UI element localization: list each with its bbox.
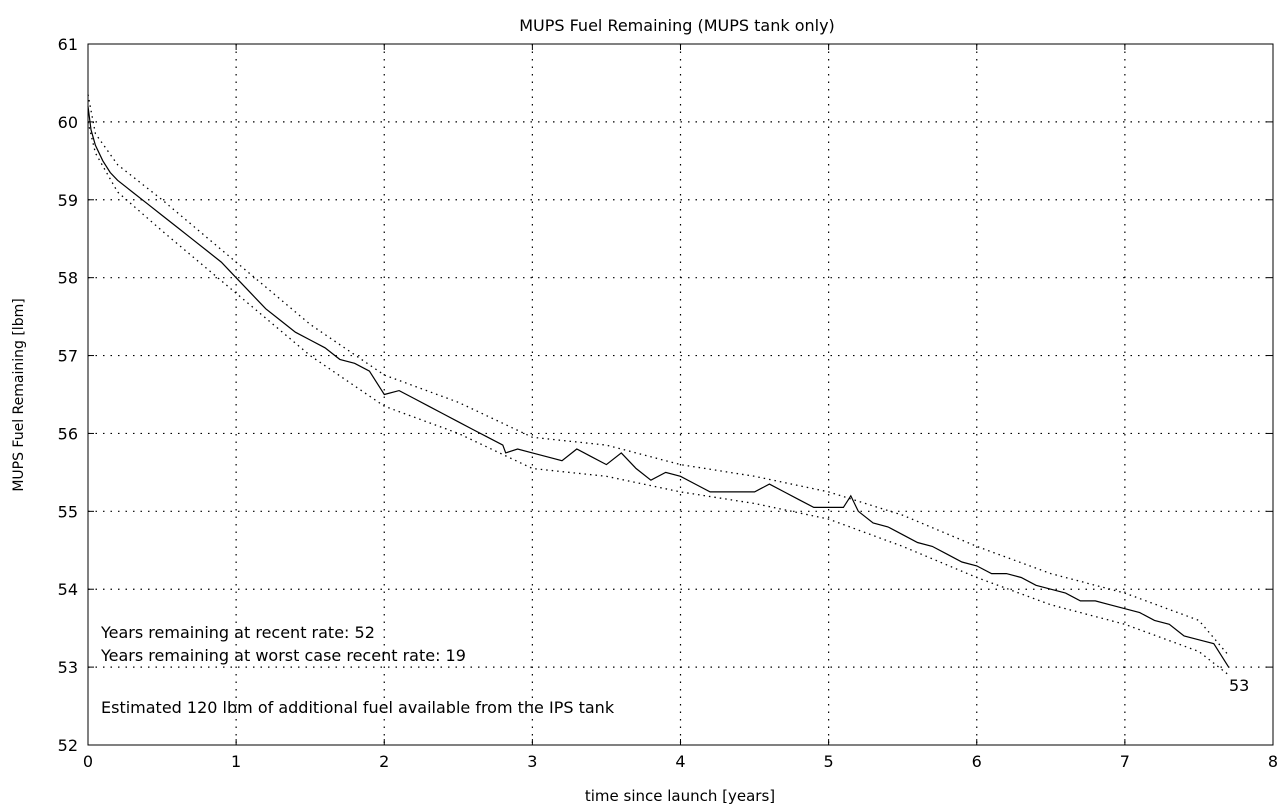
x-tick-label: 0 <box>83 752 93 771</box>
x-tick-label: 4 <box>675 752 685 771</box>
annotation-ips-fuel: Estimated 120 lbm of additional fuel ava… <box>101 698 615 717</box>
chart-title: MUPS Fuel Remaining (MUPS tank only) <box>519 16 835 35</box>
y-tick-label: 55 <box>58 502 78 521</box>
confidence-bound-line <box>87 121 1230 676</box>
y-axis-label: MUPS Fuel Remaining [lbm] <box>11 298 27 491</box>
end-value-label: 53 <box>1229 676 1249 695</box>
y-ticks: 52 53 54 55 56 57 58 59 60 61 <box>58 35 1273 755</box>
x-tick-label: 2 <box>379 752 389 771</box>
x-tick-label: 5 <box>824 752 834 771</box>
x-tick-label: 1 <box>231 752 241 771</box>
y-tick-label: 54 <box>58 580 78 599</box>
y-tick-label: 58 <box>58 269 78 288</box>
y-tick-label: 52 <box>58 736 78 755</box>
y-tick-label: 61 <box>58 35 78 54</box>
annotation-worst-case-rate: Years remaining at worst case recent rat… <box>100 646 466 665</box>
y-tick-label: 53 <box>58 658 78 677</box>
grid <box>88 44 1273 745</box>
x-ticks: 0 1 2 3 4 5 6 7 8 <box>83 44 1278 771</box>
fuel-remaining-line <box>87 106 1230 668</box>
x-tick-label: 8 <box>1268 752 1278 771</box>
x-tick-label: 6 <box>972 752 982 771</box>
annotation-recent-rate: Years remaining at recent rate: 52 <box>100 623 375 642</box>
x-tick-label: 7 <box>1120 752 1130 771</box>
y-tick-label: 57 <box>58 347 78 366</box>
y-tick-label: 59 <box>58 191 78 210</box>
y-tick-label: 56 <box>58 424 78 443</box>
y-tick-label: 60 <box>58 113 78 132</box>
confidence-bound-line <box>87 94 1230 656</box>
x-axis-label: time since launch [years] <box>585 787 775 805</box>
data-series <box>87 94 1230 676</box>
x-tick-label: 3 <box>527 752 537 771</box>
